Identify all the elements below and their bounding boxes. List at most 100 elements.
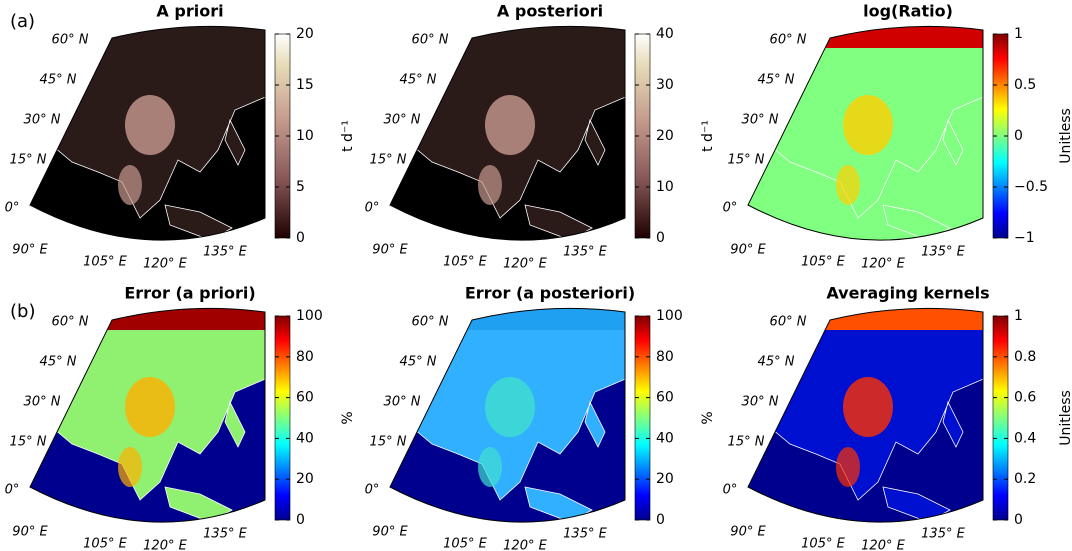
colorbar-tick-label: 0.2 bbox=[1014, 471, 1036, 487]
hotspot bbox=[485, 95, 535, 155]
colorbar-label: Unitless bbox=[1058, 390, 1072, 446]
panel: Error (a posteriori)60° N45° N30° N15° N… bbox=[360, 282, 716, 551]
colorbar-label: Unitless bbox=[1058, 108, 1072, 164]
lat-label: 15° N bbox=[370, 435, 407, 450]
lat-label: 45° N bbox=[400, 73, 437, 88]
colorbar-tick-label: 15 bbox=[296, 77, 314, 93]
panel-title: Error (a priori) bbox=[124, 284, 255, 303]
lon-label: 135° E bbox=[563, 527, 607, 542]
map bbox=[0, 0, 300, 280]
colorbar-tick-label: 0 bbox=[656, 512, 665, 528]
lat-label: 60° N bbox=[52, 315, 89, 330]
figure: (a) (b) A priori 60° N 45° N 30° N 15° N 0° 90… bbox=[0, 0, 1072, 551]
lat-label: 30° N bbox=[384, 395, 421, 410]
colorbar-tick-label: 10 bbox=[296, 128, 314, 144]
hotspot bbox=[843, 95, 893, 155]
lon-label: 120° E bbox=[143, 539, 187, 551]
lat-label: 45° N bbox=[758, 355, 795, 370]
colorbar-tick-label: 0.8 bbox=[1014, 349, 1036, 365]
colorbar-tick-label: 0 bbox=[1014, 512, 1023, 528]
lat-label: 0° bbox=[5, 483, 20, 498]
lon-label: 105° E bbox=[801, 537, 845, 551]
lat-label: 45° N bbox=[400, 355, 437, 370]
row-label: (b) bbox=[10, 301, 35, 322]
lon-label: 90° E bbox=[12, 525, 48, 540]
lon-label: 105° E bbox=[83, 537, 127, 551]
map bbox=[718, 0, 1018, 280]
colorbar-tick-label: 0 bbox=[296, 512, 305, 528]
lon-label: 90° E bbox=[372, 525, 408, 540]
colorbar-tick-label: 40 bbox=[656, 430, 674, 446]
lat-label: 15° N bbox=[728, 153, 765, 168]
colorbar-tick-label: 1 bbox=[1014, 26, 1023, 42]
lat-label: 45° N bbox=[758, 73, 795, 88]
lon-label: 135° E bbox=[921, 245, 965, 260]
hotspot bbox=[118, 165, 142, 205]
map bbox=[360, 282, 660, 551]
colorbar-tick-label: 0.4 bbox=[1014, 430, 1036, 446]
lat-label: 0° bbox=[365, 201, 380, 216]
hotspot bbox=[843, 377, 893, 437]
colorbar-tick-label: 30 bbox=[656, 77, 674, 93]
colorbar-tick-label: 20 bbox=[296, 26, 314, 42]
lat-label: 60° N bbox=[770, 315, 807, 330]
hotspot bbox=[478, 447, 502, 487]
lat-label: 30° N bbox=[24, 395, 61, 410]
panel-title: Error (a posteriori) bbox=[465, 284, 635, 303]
hotspot bbox=[836, 165, 860, 205]
lon-label: 120° E bbox=[503, 539, 547, 551]
lat-label: 0° bbox=[5, 201, 20, 216]
colorbar-tick-label: 5 bbox=[296, 179, 305, 195]
colorbar bbox=[635, 316, 650, 520]
colorbar-tick-label: 0 bbox=[656, 230, 665, 246]
colorbar-tick-label: 80 bbox=[296, 349, 314, 365]
colorbar-tick-label: 0.6 bbox=[1014, 390, 1036, 406]
lon-label: 90° E bbox=[730, 525, 766, 540]
panel-title: log(Ratio) bbox=[863, 2, 953, 21]
panel: A posteriori60° N45° N30° N15° N0°90° E1… bbox=[360, 0, 716, 280]
hotspot bbox=[836, 447, 860, 487]
lon-label: 135° E bbox=[921, 527, 965, 542]
lat-label: 15° N bbox=[728, 435, 765, 450]
colorbar-tick-label: 0 bbox=[296, 230, 305, 246]
hotspot bbox=[125, 95, 175, 155]
lon-label: 90° E bbox=[372, 243, 408, 258]
lat-label: 45° N bbox=[40, 355, 77, 370]
hotspot bbox=[478, 165, 502, 205]
colorbar-tick-label: 1 bbox=[1014, 308, 1023, 324]
lat-label: 45° N bbox=[40, 73, 77, 88]
colorbar-tick-label: 40 bbox=[296, 430, 314, 446]
lat-label: 15° N bbox=[10, 153, 47, 168]
colorbar-label: t d⁻¹ bbox=[340, 120, 356, 152]
lon-label: 120° E bbox=[503, 257, 547, 272]
colorbar-tick-label: 20 bbox=[296, 471, 314, 487]
lon-label: 90° E bbox=[730, 243, 766, 258]
lon-label: 135° E bbox=[563, 245, 607, 260]
panel: log(Ratio)60° N45° N30° N15° N0°90° E105… bbox=[718, 0, 1072, 280]
row-label: (a) bbox=[10, 11, 35, 32]
colorbar bbox=[993, 316, 1008, 520]
hotspot bbox=[485, 377, 535, 437]
map bbox=[718, 282, 1018, 551]
lat-label: 30° N bbox=[742, 113, 779, 128]
hotspot bbox=[125, 377, 175, 437]
colorbar-tick-label: 80 bbox=[656, 349, 674, 365]
colorbar-tick-label: −0.5 bbox=[1014, 179, 1048, 195]
lat-label: 30° N bbox=[24, 113, 61, 128]
panel-title: A priori bbox=[156, 2, 223, 21]
lat-label: 60° N bbox=[412, 33, 449, 48]
lat-label: 60° N bbox=[770, 33, 807, 48]
lon-label: 90° E bbox=[12, 243, 48, 258]
lon-label: 105° E bbox=[443, 537, 487, 551]
colorbar-tick-label: −1 bbox=[1014, 230, 1035, 246]
colorbar-label: % bbox=[340, 411, 356, 424]
colorbar bbox=[275, 316, 290, 520]
colorbar-tick-label: 100 bbox=[296, 308, 323, 324]
lon-label: 105° E bbox=[83, 255, 127, 270]
colorbar-tick-label: 20 bbox=[656, 128, 674, 144]
lat-label: 0° bbox=[723, 201, 738, 216]
colorbar-label: % bbox=[700, 411, 716, 424]
colorbar-tick-label: 10 bbox=[656, 179, 674, 195]
